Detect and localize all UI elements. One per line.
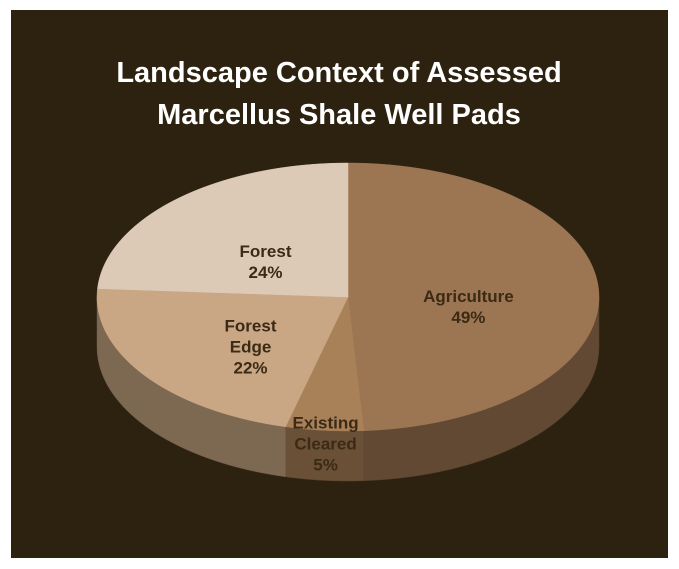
slice-value: 49%: [451, 307, 486, 327]
slice-label: Forest Edge 22%: [225, 315, 277, 378]
pie-slice: [347, 162, 600, 431]
slice-category: Forest: [239, 242, 292, 262]
pie-slice: [285, 296, 365, 432]
slice-label: Existing Cleared 5%: [292, 412, 358, 475]
slice-category: Agriculture: [423, 286, 514, 306]
slice-label: Agriculture 49%: [423, 286, 514, 328]
slice-value: 22%: [233, 358, 268, 378]
pie-slice: [97, 162, 349, 298]
chart-title: Landscape Context of Assessed Marcellus …: [116, 57, 562, 131]
slice-category: Existing Cleared: [292, 413, 359, 454]
slice-value: 24%: [248, 263, 283, 283]
slice-label: Forest 24%: [240, 241, 292, 283]
slice-category: Forest Edge: [224, 316, 277, 357]
slice-value: 5%: [313, 455, 338, 475]
pie-slice: [96, 288, 349, 428]
